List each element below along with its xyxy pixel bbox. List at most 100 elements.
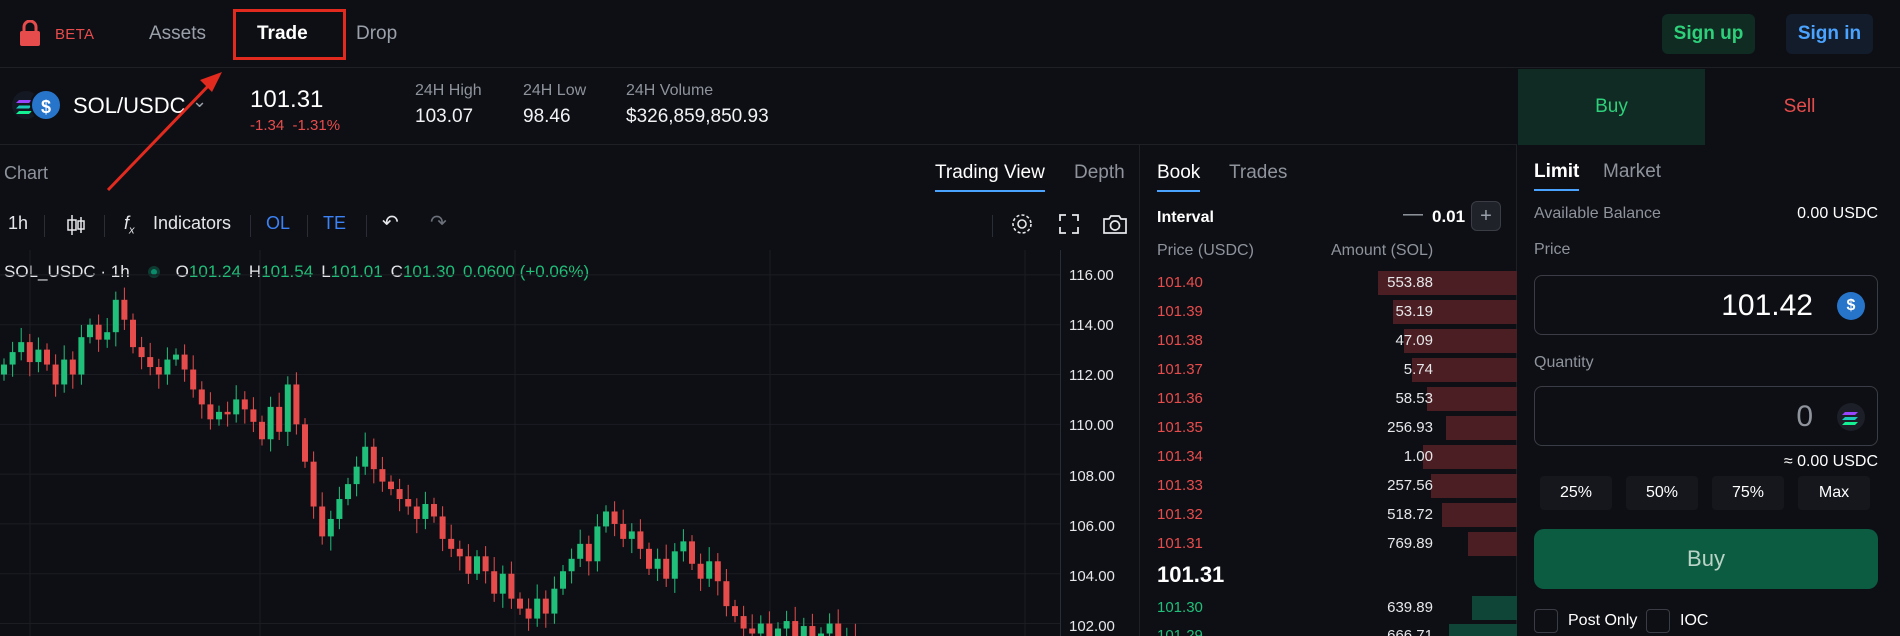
candle (775, 622, 781, 636)
camera-icon[interactable] (1102, 213, 1128, 235)
candle (749, 614, 756, 636)
ask-row[interactable]: 101.32 518.72 (1141, 503, 1517, 527)
indicators-button[interactable]: Indicators (153, 213, 232, 233)
candle (422, 491, 429, 530)
low-label: 24H Low (523, 82, 587, 99)
top-nav-bar: BETA Assets Trade Drop Sign up Sign in (0, 0, 1900, 68)
volume-value: $326,859,850.93 (626, 106, 769, 127)
candle (689, 535, 695, 571)
tab-market[interactable]: Market (1603, 161, 1662, 182)
candle (190, 355, 197, 398)
candle (216, 405, 222, 426)
sign-in-button[interactable]: Sign in (1786, 14, 1873, 54)
tab-trades[interactable]: Trades (1229, 162, 1288, 183)
nav-drop[interactable]: Drop (356, 23, 398, 44)
mid-price: 101.31 (1157, 562, 1225, 587)
candle (560, 565, 566, 595)
usdc-icon: $ (1837, 292, 1865, 320)
price-axis[interactable]: 116.00 114.00 112.00 110.00 108.00 106.0… (1060, 250, 1140, 636)
ask-row[interactable]: 101.38 47.09 (1141, 329, 1517, 353)
candle (663, 544, 670, 587)
candle (164, 347, 171, 385)
ask-amount: 47.09 (1395, 332, 1433, 349)
depth-bar (1404, 329, 1517, 353)
ioc-checkbox[interactable] (1646, 609, 1670, 633)
interval-selector[interactable]: 1h (8, 213, 29, 233)
pair-selector[interactable]: SOL/USDC (73, 93, 186, 118)
redo-icon[interactable]: ↷ (430, 212, 447, 234)
pct-max-button[interactable]: Max (1798, 476, 1870, 510)
ol-button[interactable]: OL (266, 213, 291, 233)
quantity-input[interactable]: 0 (1534, 386, 1878, 446)
order-book-panel: Book Trades Interval — 0.01 + Price (USD… (1141, 145, 1517, 636)
interval-decrease-button[interactable]: — (1403, 203, 1423, 225)
candlestick-chart[interactable] (0, 250, 1060, 636)
settings-gear-icon[interactable] (1010, 212, 1034, 236)
sell-side-tab[interactable]: Sell (1783, 96, 1816, 117)
candle-type-icon[interactable] (66, 214, 86, 236)
ask-price: 101.32 (1157, 506, 1203, 523)
sign-up-button[interactable]: Sign up (1662, 14, 1755, 54)
fullscreen-icon[interactable] (1058, 213, 1080, 235)
candle (517, 592, 523, 615)
high-value: 103.07 (415, 106, 474, 127)
tab-limit[interactable]: Limit (1534, 161, 1580, 191)
candle (800, 617, 807, 636)
pct-50-button[interactable]: 50% (1626, 476, 1698, 510)
candle (818, 627, 824, 636)
bid-price: 101.29 (1157, 627, 1203, 636)
bid-row[interactable]: 101.30 639.89 (1141, 596, 1517, 620)
tab-book[interactable]: Book (1157, 162, 1201, 192)
buy-button[interactable]: Buy (1534, 529, 1878, 589)
nav-trade[interactable]: Trade (257, 23, 308, 44)
chart-toolbar: 1h fx Indicators OL TE ↶ ↷ (0, 205, 1140, 241)
interval-value: 0.01 (1432, 207, 1466, 226)
ask-row[interactable]: 101.36 58.53 (1141, 387, 1517, 411)
ask-price: 101.38 (1157, 332, 1203, 349)
ask-row[interactable]: 101.40 553.88 (1141, 271, 1517, 295)
te-button[interactable]: TE (323, 213, 347, 233)
ioc-label: IOC (1680, 612, 1709, 629)
nav-assets[interactable]: Assets (149, 23, 207, 44)
ask-row[interactable]: 101.34 1.00 (1141, 445, 1517, 469)
candle (310, 451, 317, 519)
pct-75-button[interactable]: 75% (1712, 476, 1784, 510)
divider (992, 215, 993, 237)
interval-increase-button[interactable]: + (1471, 201, 1501, 231)
tab-depth[interactable]: Depth (1074, 162, 1125, 183)
legend-symbol: SOL_USDC · 1h (4, 262, 130, 281)
lock-logo-icon[interactable] (18, 20, 42, 48)
candle (353, 456, 360, 497)
price-input[interactable]: 101.42 $ (1534, 275, 1878, 335)
candle (637, 519, 644, 560)
candle (69, 351, 76, 389)
candle (439, 506, 446, 552)
candle (846, 627, 848, 636)
candle (405, 484, 412, 515)
candle (379, 456, 386, 492)
indicators-icon[interactable]: fx (124, 213, 135, 237)
ask-row[interactable]: 101.31 769.89 (1141, 532, 1517, 556)
divider (250, 215, 251, 237)
candle (534, 584, 541, 627)
candle (267, 396, 274, 452)
candle (456, 540, 463, 571)
ask-amount: 5.74 (1403, 361, 1433, 378)
candle (646, 542, 652, 575)
undo-icon[interactable]: ↶ (382, 212, 399, 234)
beta-badge: BETA (55, 26, 95, 43)
post-only-checkbox[interactable] (1534, 609, 1558, 633)
candle (697, 553, 704, 591)
candle (1, 358, 7, 381)
ask-row[interactable]: 101.37 5.74 (1141, 358, 1517, 382)
pct-25-button[interactable]: 25% (1540, 476, 1612, 510)
candle (207, 392, 214, 430)
ask-row[interactable]: 101.39 53.19 (1141, 300, 1517, 324)
ask-price: 101.35 (1157, 419, 1203, 436)
chevron-down-icon[interactable]: ⌄ (192, 91, 208, 111)
ask-row[interactable]: 101.33 257.56 (1141, 474, 1517, 498)
bid-row[interactable]: 101.29 666.71 (1141, 624, 1517, 636)
tab-trading-view[interactable]: Trading View (935, 162, 1045, 192)
ask-row[interactable]: 101.35 256.93 (1141, 416, 1517, 440)
buy-side-tab[interactable]: Buy (1518, 69, 1705, 145)
